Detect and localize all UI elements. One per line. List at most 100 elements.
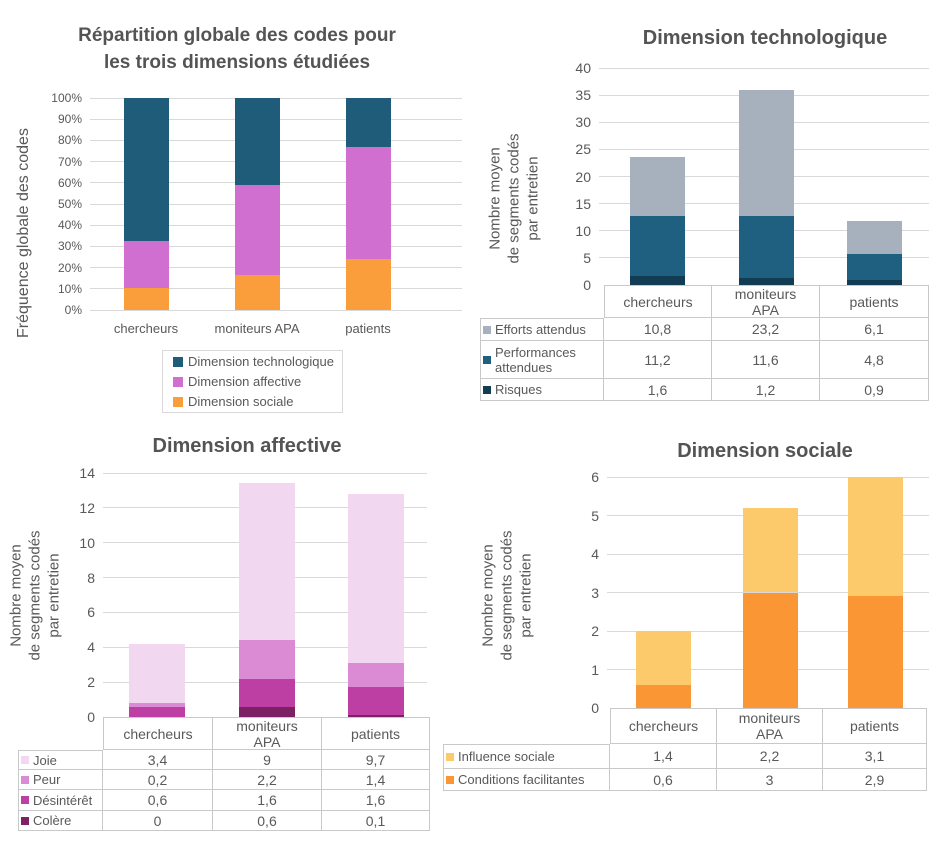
chart-title: Dimension technologique [642, 27, 888, 49]
series-swatch [483, 385, 491, 394]
table-value-cell: 2,2 [717, 744, 823, 769]
y-tick-label: 20 [575, 168, 591, 185]
table-header-cell: patients [823, 708, 927, 744]
gridline [90, 309, 462, 311]
table-value-cell: 3 [717, 769, 823, 791]
bar-segment-dimension-sociale [234, 275, 280, 310]
bar-segment-dimension-technologique [234, 98, 280, 185]
table-value-cell: 23,2 [712, 318, 820, 341]
y-tick-label: 10 [575, 222, 591, 239]
bar-segment-dimension-affective [345, 146, 391, 260]
table-legend-label: Influence sociale [458, 749, 555, 764]
y-tick-label: 5 [583, 249, 591, 266]
bar-segment-performances-attendues [738, 215, 794, 279]
bar-segment-efforts-attendus [738, 89, 794, 216]
y-tick-label: 30% [57, 239, 82, 254]
table-value-cell: 3,4 [103, 750, 213, 770]
y-tick-label: 1 [591, 661, 599, 678]
series-swatch [483, 355, 491, 364]
x-category-label: chercheurs [113, 321, 179, 336]
bar-segment-joie [129, 643, 185, 704]
chart-title: Dimension affective [152, 435, 342, 457]
table-legend-cell: Risques [480, 379, 604, 401]
y-tick-label: 15 [575, 195, 591, 212]
table-value-cell: 1,6 [322, 790, 430, 811]
table-legend-cell: Désintérêt [18, 790, 103, 811]
table-value-cell: 11,2 [604, 341, 712, 379]
bar-segment-dimension-affective [234, 184, 280, 275]
series-swatch [446, 775, 454, 784]
table-legend-label: Performances attendues [495, 344, 576, 375]
y-tick-label: 0% [64, 303, 82, 317]
bar-segment-peur [129, 703, 185, 707]
bar-segment-risques [629, 276, 685, 285]
table-value-cell: 9 [213, 750, 322, 770]
table-value-cell: 2,9 [823, 769, 927, 791]
bar-segment-risques [738, 278, 794, 285]
table-value-cell: 1,6 [604, 379, 712, 401]
table-header-cell: moniteurs APA [213, 717, 322, 750]
table-legend-cell: Joie [18, 750, 103, 770]
series-swatch [446, 752, 454, 761]
table-value-cell: 6,1 [820, 318, 929, 341]
series-swatch [483, 325, 491, 334]
legend-item: Dimension sociale [173, 392, 342, 412]
table-value-cell: 1,4 [610, 744, 717, 769]
legend-item: Dimension affective [173, 372, 342, 392]
table-legend-label: Colère [33, 813, 72, 828]
bar-segment-efforts-attendus [629, 156, 685, 216]
y-axis-label: Nombre moyen de segments codés par entre… [479, 530, 535, 661]
y-tick-label: 3 [591, 584, 599, 601]
legend-label: Dimension technologique [188, 354, 334, 369]
table-value-cell: 0,1 [322, 811, 430, 831]
y-tick-label: 25 [575, 141, 591, 158]
table-legend-label: Joie [33, 752, 57, 768]
bar-segment-dimension-sociale [345, 259, 391, 310]
bar-segment-influence-sociale [635, 631, 691, 685]
y-tick-label: 90% [57, 112, 82, 127]
series-swatch [21, 796, 29, 804]
legend-item: Dimension technologique [173, 352, 342, 372]
bar-segment-peur [348, 662, 404, 688]
table-value-cell: 0,6 [103, 790, 213, 811]
table-value-cell: 0,9 [820, 379, 929, 401]
gridline [103, 472, 427, 474]
bar-segment-dimension-sociale [123, 287, 169, 310]
table-value-cell: 0,6 [610, 769, 717, 791]
table-legend-cell: Efforts attendus [480, 318, 604, 341]
table-header-cell: chercheurs [610, 708, 717, 744]
y-tick-label: 14 [79, 465, 95, 481]
table-value-cell: 3,1 [823, 744, 927, 769]
table-legend-cell: Colère [18, 811, 103, 831]
table-legend-label: Désintérêt [33, 792, 93, 808]
y-tick-label: 0 [87, 709, 95, 725]
y-tick-label: 4 [591, 546, 599, 562]
table-legend-cell: Performances attendues [480, 341, 604, 379]
bar-segment-désintérêt [348, 687, 404, 716]
bar-segment-peur [239, 640, 295, 679]
legend: Dimension technologique Dimension affecti… [162, 350, 343, 413]
bar-segment-risques [846, 280, 902, 285]
chart-title: Dimension sociale [677, 440, 853, 462]
gridline [607, 476, 929, 478]
bar-segment-dimension-affective [123, 241, 169, 288]
bar-segment-conditions-facilitantes [847, 596, 903, 708]
y-tick-label: 35 [575, 87, 591, 104]
y-tick-label: 40 [575, 60, 591, 76]
table-header-cell: patients [820, 285, 929, 318]
series-swatch [21, 775, 29, 784]
bar-segment-dimension-technologique [123, 98, 169, 242]
legend-swatch [173, 376, 183, 387]
y-tick-label: 30 [575, 114, 591, 131]
y-tick-label: 10 [79, 534, 95, 551]
x-category-label: patients [345, 321, 391, 336]
bar-segment-influence-sociale [847, 477, 903, 597]
y-tick-label: 80% [57, 133, 82, 148]
bar-segment-dimension-technologique [345, 98, 391, 147]
table-value-cell: 10,8 [604, 318, 712, 341]
bar-segment-désintérêt [239, 678, 295, 707]
table-legend-cell: Peur [18, 770, 103, 790]
